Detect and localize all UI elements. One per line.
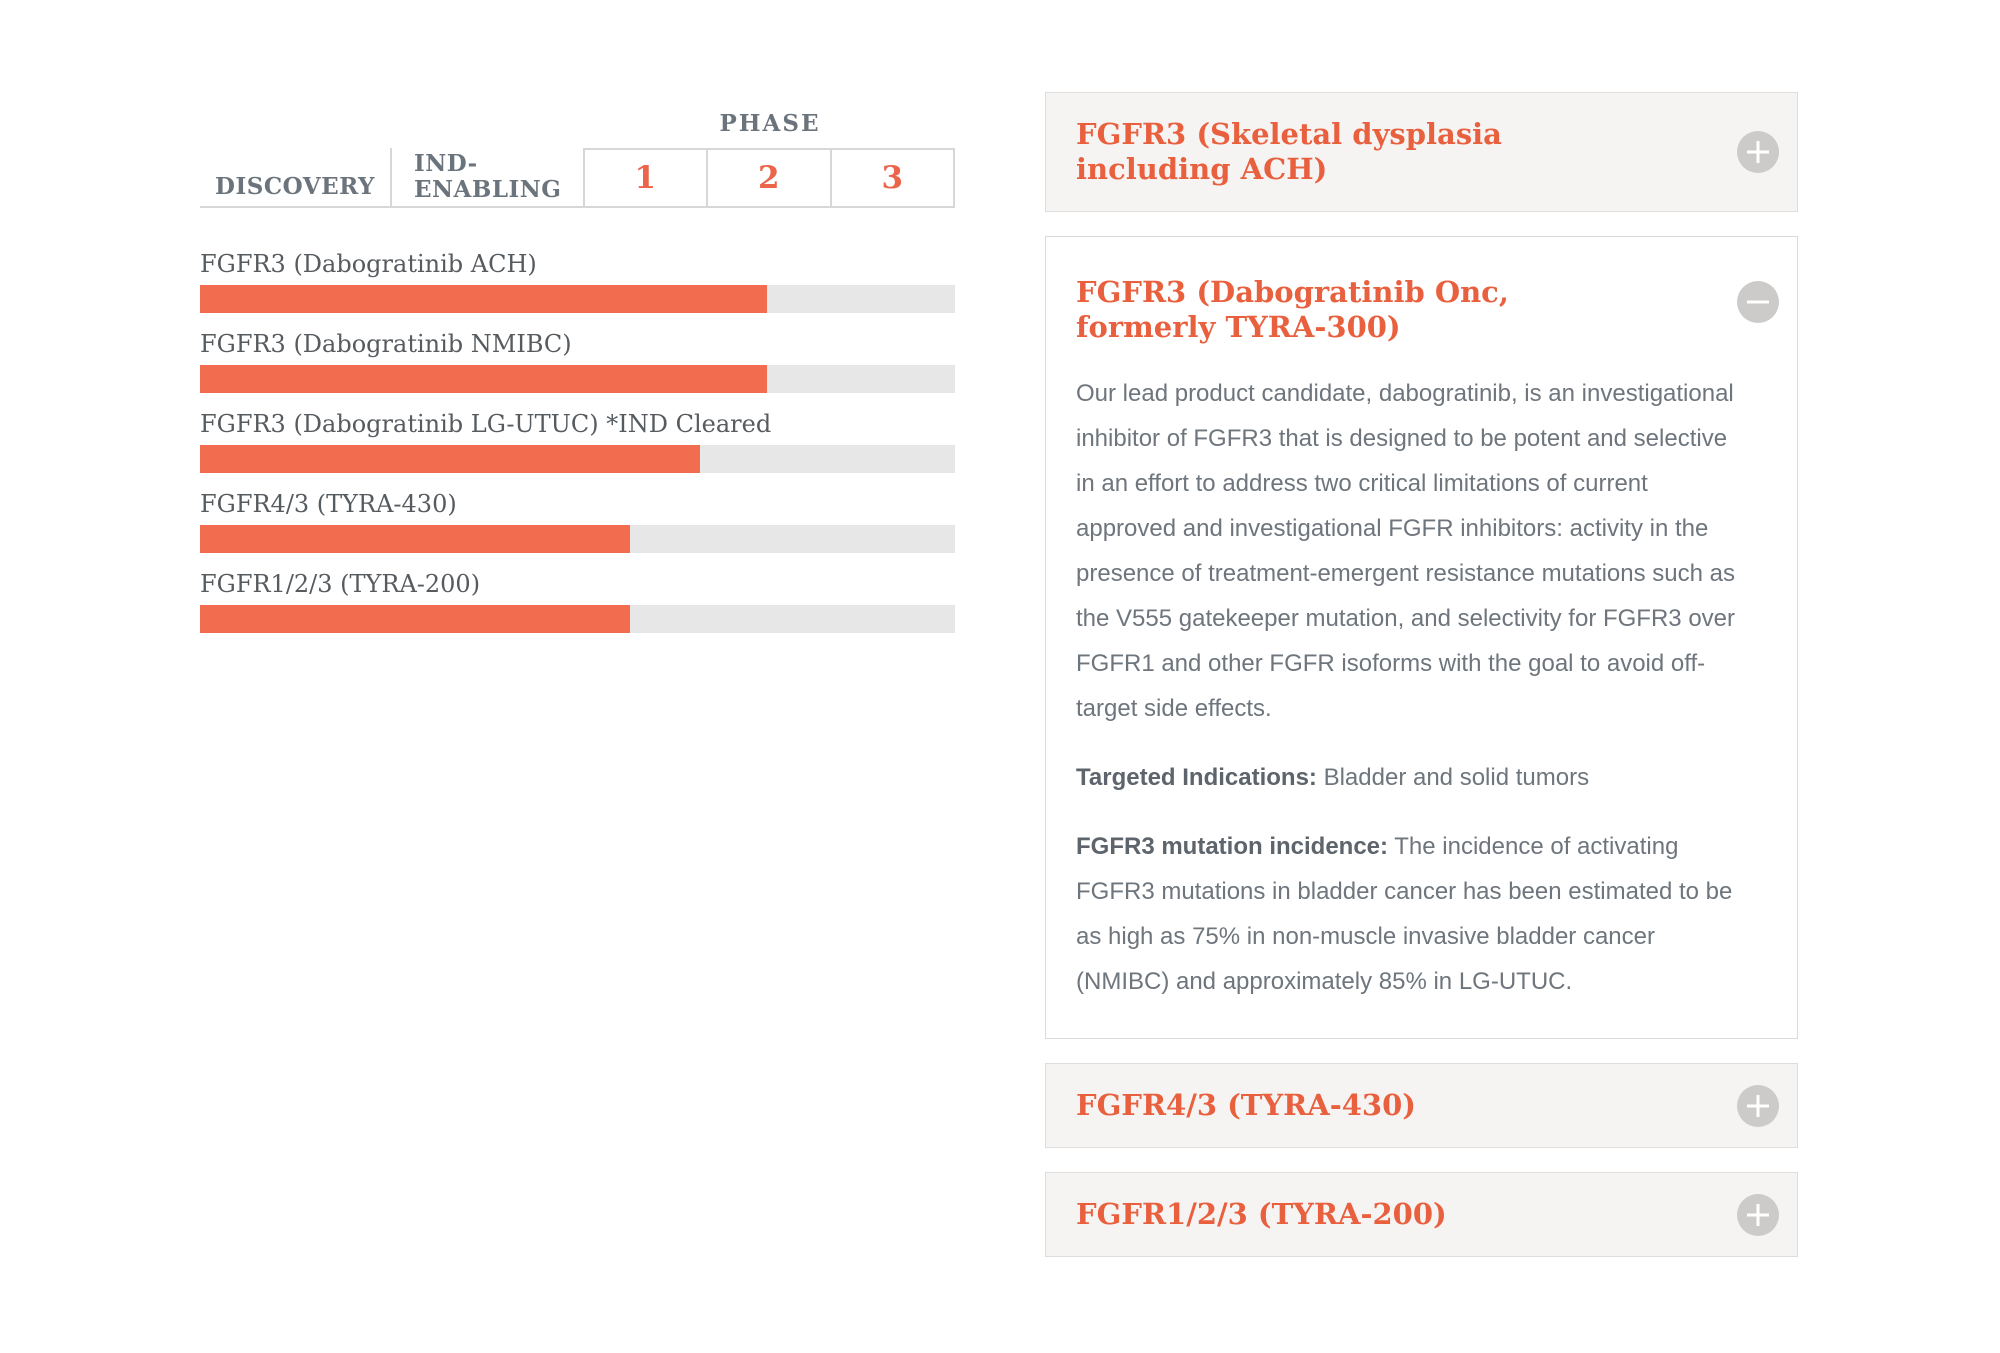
accordion-title[interactable]: FGFR4/3 (TYRA-430) (1076, 1088, 1416, 1122)
stage-phase-1: 1 (585, 148, 709, 206)
stage-ind-enabling: IND- ENABLING (392, 148, 586, 206)
paragraph-text: Bladder and solid tumors (1316, 764, 1590, 791)
pipeline-rows: FGFR3 (Dabogratinib ACH) FGFR3 (Dabograt… (200, 250, 955, 650)
pipeline-row: FGFR3 (Dabogratinib LG-UTUC) *IND Cleare… (200, 410, 955, 473)
stage-phase-1-label: 1 (634, 160, 657, 196)
body-paragraph: Targeted Indications: Bladder and solid … (1076, 755, 1736, 800)
stage-ind-enabling-label: IND- ENABLING (413, 150, 562, 203)
pipeline-row: FGFR1/2/3 (TYRA-200) (200, 570, 955, 633)
pipeline-stage-header: DISCOVERY IND- ENABLING 1 2 3 (200, 148, 955, 208)
accordion-header[interactable]: FGFR3 (Skeletal dysplasia including ACH) (1046, 93, 1797, 211)
program-accordion: FGFR3 (Skeletal dysplasia including ACH)… (1045, 92, 1798, 1281)
stage-discovery-label: DISCOVERY (215, 173, 375, 200)
minus-icon[interactable] (1737, 281, 1779, 323)
accordion-body: Our lead product candidate, dabogratinib… (1046, 351, 1797, 1038)
body-paragraph: FGFR3 mutation incidence: The incidence … (1076, 824, 1736, 1004)
accordion-title[interactable]: FGFR1/2/3 (TYRA-200) (1076, 1197, 1447, 1231)
paragraph-text: Our lead product candidate, dabogratinib… (1076, 380, 1736, 722)
accordion-title[interactable]: FGFR3 (Skeletal dysplasia including ACH) (1076, 117, 1502, 186)
paragraph-lead: Targeted Indications: (1076, 764, 1317, 791)
progress-bar (200, 285, 767, 313)
stage-phase-3-label: 3 (881, 160, 904, 196)
stage-discovery: DISCOVERY (200, 148, 392, 206)
stage-phase-2-label: 2 (757, 160, 781, 196)
stage-phase-2: 2 (708, 148, 832, 206)
progress-track (200, 605, 955, 633)
accordion-panel-tyra-430[interactable]: FGFR4/3 (TYRA-430) (1045, 1063, 1798, 1148)
accordion-title[interactable]: FGFR3 (Dabogratinib Onc, formerly TYRA-3… (1076, 275, 1509, 344)
program-label: FGFR3 (Dabogratinib NMIBC) (200, 330, 572, 358)
accordion-panel-skeletal-dysplasia[interactable]: FGFR3 (Skeletal dysplasia including ACH) (1045, 92, 1798, 212)
progress-track (200, 365, 955, 393)
pipeline-row: FGFR4/3 (TYRA-430) (200, 490, 955, 553)
progress-track (200, 525, 955, 553)
pipeline-row: FGFR3 (Dabogratinib NMIBC) (200, 330, 955, 393)
body-paragraph: Our lead product candidate, dabogratinib… (1076, 371, 1736, 731)
plus-icon[interactable] (1737, 131, 1779, 173)
plus-icon[interactable] (1737, 1084, 1779, 1127)
program-label: FGFR3 (Dabogratinib LG-UTUC) *IND Cleare… (200, 410, 772, 438)
program-label: FGFR4/3 (TYRA-430) (200, 490, 457, 518)
program-label: FGFR3 (Dabogratinib ACH) (200, 250, 537, 278)
phase-group-label: PHASE (719, 110, 821, 137)
accordion-header[interactable]: FGFR3 (Dabogratinib Onc, formerly TYRA-3… (1046, 237, 1797, 351)
progress-bar (200, 525, 631, 553)
paragraph-text: The incidence of activating FGFR3 mutati… (1076, 833, 1733, 995)
progress-bar (200, 605, 631, 633)
paragraph-lead: FGFR3 mutation incidence: (1076, 833, 1389, 860)
accordion-panel-dabogratinib-onc[interactable]: FGFR3 (Dabogratinib Onc, formerly TYRA-3… (1045, 236, 1798, 1039)
progress-bar (200, 365, 767, 393)
accordion-header[interactable]: FGFR4/3 (TYRA-430) (1046, 1064, 1797, 1147)
accordion-header[interactable]: FGFR1/2/3 (TYRA-200) (1046, 1173, 1797, 1256)
program-label: FGFR1/2/3 (TYRA-200) (200, 570, 481, 598)
stage-phase-3: 3 (831, 148, 955, 206)
progress-bar (200, 445, 700, 473)
pipeline-row: FGFR3 (Dabogratinib ACH) (200, 250, 955, 313)
progress-track (200, 445, 955, 473)
progress-track (200, 285, 955, 313)
accordion-panel-tyra-200[interactable]: FGFR1/2/3 (TYRA-200) (1045, 1172, 1798, 1257)
plus-icon[interactable] (1737, 1193, 1779, 1236)
